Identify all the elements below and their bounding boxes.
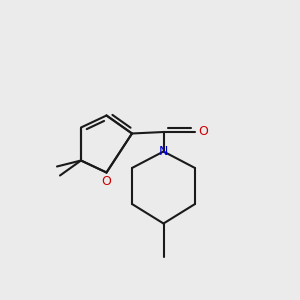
Text: O: O xyxy=(199,125,208,139)
Text: O: O xyxy=(102,175,111,188)
Text: N: N xyxy=(159,145,168,158)
